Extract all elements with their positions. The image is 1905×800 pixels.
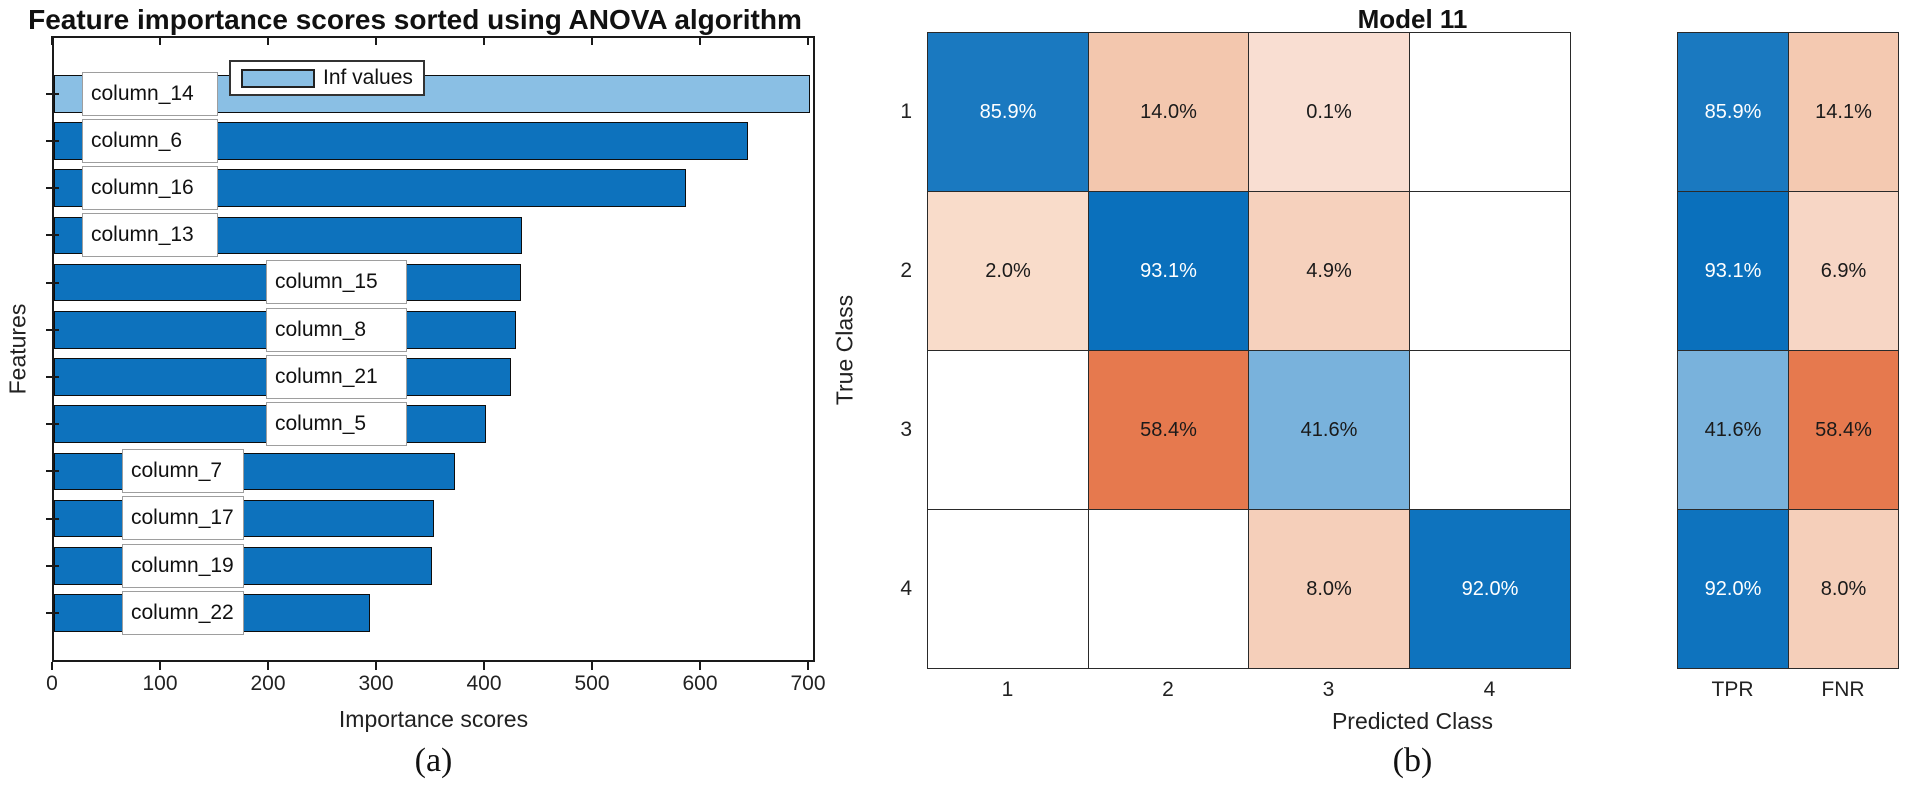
x-tick-label: 700	[790, 672, 826, 695]
x-tick-mark-bottom	[699, 662, 701, 670]
summary-header-fnr: FNR	[1821, 678, 1865, 701]
y-tick-mark	[46, 423, 59, 426]
summary-cell-r2c2: 6.9%	[1788, 191, 1899, 351]
x-tick-mark-top	[159, 36, 161, 45]
x-tick-mark-top	[807, 36, 809, 45]
x-tick-mark-bottom	[375, 662, 377, 670]
true-class-tick-4: 4	[900, 576, 912, 600]
x-tick-mark-bottom	[807, 662, 809, 670]
caption-a: (a)	[414, 742, 453, 779]
y-tick-mark	[46, 187, 59, 190]
x-tick-label: 0	[46, 672, 58, 695]
true-class-tick-1: 1	[900, 99, 912, 123]
tpr-fnr-panel: 85.9% 14.1% 93.1% 6.9% 41.6% 58.4% 92.0% 8.0%	[1677, 32, 1900, 670]
x-tick-mark-bottom	[159, 662, 161, 670]
x-tick-mark-bottom	[483, 662, 485, 670]
summary-cell-r3c2: 58.4%	[1788, 350, 1899, 510]
x-tick-label: 200	[250, 672, 286, 695]
summary-cell-r3c1: 41.6%	[1677, 350, 1789, 510]
y-tick-mark	[46, 234, 59, 237]
y-tick-mark	[46, 281, 59, 284]
x-tick-mark-top	[51, 36, 53, 45]
x-tick-mark-top	[483, 36, 485, 45]
bar-label-column_16: column_16	[82, 165, 218, 210]
x-tick-label: 300	[358, 672, 394, 695]
matrix-cell-r2c3: 4.9%	[1248, 191, 1410, 351]
predicted-class-tick-2: 2	[1162, 678, 1174, 701]
x-tick-label: 500	[574, 672, 610, 695]
y-tick-mark	[46, 375, 59, 378]
y-tick-mark	[46, 92, 59, 95]
x-tick-mark-top	[591, 36, 593, 45]
predicted-class-tick-4: 4	[1483, 678, 1496, 701]
bar-column_17	[54, 499, 435, 538]
matrix-cell-r4c1	[927, 509, 1089, 669]
matrix-cell-r1c2: 14.0%	[1088, 32, 1249, 192]
matrix-cell-r1c3: 0.1%	[1248, 32, 1410, 192]
matrix-cell-r4c2	[1088, 509, 1249, 669]
bar-label-column_14: column_14	[82, 71, 218, 116]
true-class-tick-3: 3	[900, 417, 912, 441]
x-tick-label: 600	[682, 672, 718, 695]
x-tick-mark-bottom	[51, 662, 53, 670]
summary-header-tpr: TPR	[1711, 678, 1754, 701]
summary-cell-r1c1: 85.9%	[1677, 32, 1789, 192]
x-tick-label: 400	[466, 672, 502, 695]
bar-label-column_17: column_17	[122, 496, 244, 541]
bar-chart-title: Feature importance scores sorted using A…	[28, 4, 802, 35]
summary-cell-r1c2: 14.1%	[1788, 32, 1899, 192]
summary-cell-r4c1: 92.0%	[1677, 509, 1789, 669]
matrix-cell-r4c4: 92.0%	[1409, 509, 1571, 669]
y-tick-mark	[46, 328, 59, 331]
true-class-tick-2: 2	[900, 258, 912, 282]
bar-label-column_19: column_19	[122, 543, 244, 588]
bar-chart-xlabel: Importance scores	[338, 706, 529, 732]
bar-chart-ylabel: Features	[4, 303, 31, 395]
matrix-cell-r3c3: 41.6%	[1248, 350, 1410, 510]
bar-label-column_7: column_7	[122, 449, 244, 494]
x-tick-mark-bottom	[267, 662, 269, 670]
legend-box: Inf values	[229, 60, 425, 96]
x-tick-mark-top	[375, 36, 377, 45]
bar-label-column_5: column_5	[266, 401, 407, 446]
x-tick-label: 100	[142, 672, 178, 695]
confusion-matrix-xlabel: Predicted Class	[1331, 708, 1494, 734]
y-tick-mark	[46, 611, 59, 614]
y-tick-mark	[46, 139, 59, 142]
matrix-cell-r3c1	[927, 350, 1089, 510]
matrix-cell-r2c4	[1409, 191, 1571, 351]
fa-plot-area: Inf values column_14 column_6 column_16 col…	[46, 36, 815, 662]
matrix-cell-r4c3: 8.0%	[1248, 509, 1410, 669]
legend-inf-label: Inf values	[323, 66, 413, 89]
matrix-cell-r2c1: 2.0%	[927, 191, 1089, 351]
caption-b: (b)	[1392, 742, 1433, 779]
confusion-matrix-ylabel: True Class	[831, 294, 858, 406]
confusion-matrix-title: Model 11	[1357, 4, 1468, 34]
bar-label-column_21: column_21	[266, 354, 407, 399]
summary-cell-r4c2: 8.0%	[1788, 509, 1899, 669]
bar-label-column_8: column_8	[266, 307, 407, 352]
matrix-cell-r2c2: 93.1%	[1088, 191, 1249, 351]
matrix-cell-r3c4	[1409, 350, 1571, 510]
x-tick-mark-top	[267, 36, 269, 45]
bar-label-column_6: column_6	[82, 118, 218, 163]
bar-label-column_15: column_15	[266, 260, 407, 305]
y-tick-mark	[46, 564, 59, 567]
x-tick-mark-top	[699, 36, 701, 45]
matrix-cell-r3c2: 58.4%	[1088, 350, 1249, 510]
summary-cell-r2c1: 93.1%	[1677, 191, 1789, 351]
matrix-cell-r1c1: 85.9%	[927, 32, 1089, 192]
y-tick-mark	[46, 517, 59, 520]
matrix-cell-r1c4	[1409, 32, 1571, 192]
bar-label-column_22: column_22	[122, 590, 244, 635]
legend-inf-swatch	[241, 69, 315, 88]
bar-label-column_13: column_13	[82, 213, 218, 258]
bar-column_7	[54, 452, 455, 491]
confusion-matrix-grid: 85.9% 14.0% 0.1% 2.0% 93.1% 4.9% 58.4% 41.6% 8.0…	[927, 32, 1572, 670]
x-tick-mark-bottom	[591, 662, 593, 670]
predicted-class-tick-1: 1	[1001, 678, 1014, 701]
predicted-class-tick-3: 3	[1322, 678, 1335, 701]
y-tick-mark	[46, 470, 59, 473]
